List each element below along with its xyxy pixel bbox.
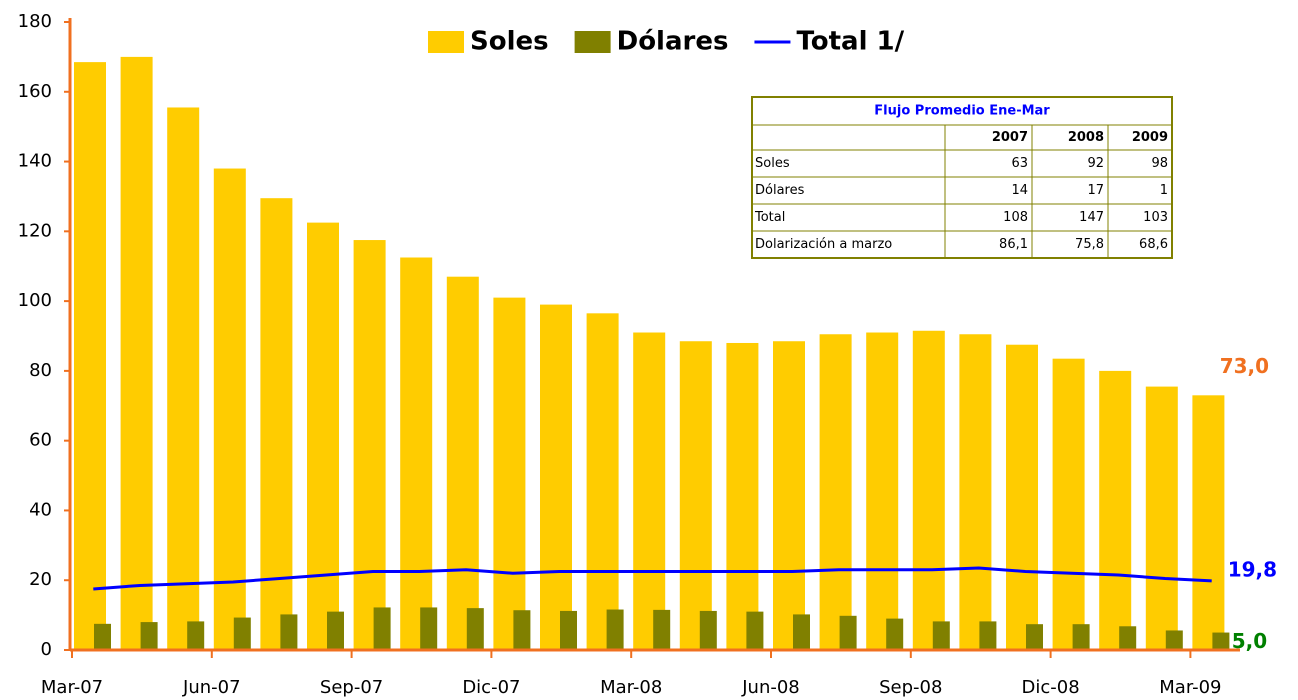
table-cell: 14 [1011, 183, 1028, 198]
bar [912, 330, 945, 650]
table-cell: 92 [1087, 156, 1104, 171]
y-tick-label: 0 [41, 639, 52, 660]
table-row-label: Dólares [755, 183, 805, 198]
table-cell: 103 [1143, 210, 1168, 225]
table-cell: 86,1 [999, 237, 1028, 252]
bar [307, 222, 339, 650]
bar [1072, 624, 1090, 650]
table-header: 2007 [992, 130, 1028, 145]
bar [653, 609, 671, 650]
bar [886, 618, 904, 650]
table-row-label: Soles [755, 156, 790, 171]
bar [726, 342, 759, 650]
data-label: 5,0 [1232, 629, 1267, 653]
bar [959, 334, 992, 650]
bar [1212, 632, 1230, 650]
bar [493, 297, 526, 650]
table-cell: 108 [1003, 210, 1028, 225]
bar [746, 611, 764, 650]
legend-swatch [428, 31, 464, 53]
table-row-label: Total [754, 210, 785, 225]
bar [1099, 370, 1132, 650]
y-tick-label: 180 [18, 11, 52, 32]
table-cell: 98 [1151, 156, 1168, 171]
bar [233, 617, 251, 650]
x-tick-label: Jun-07 [182, 677, 241, 698]
y-tick-label: 20 [29, 569, 52, 590]
legend-label: Soles [470, 27, 549, 57]
bar [1192, 395, 1225, 650]
y-tick-label: 80 [29, 360, 52, 381]
bar [1165, 630, 1183, 650]
bar [932, 621, 950, 650]
y-tick-label: 100 [18, 290, 52, 311]
bar [679, 341, 712, 650]
x-tick-label: Dic-07 [462, 677, 520, 698]
bar [94, 623, 111, 650]
data-label: 73,0 [1220, 354, 1269, 378]
bar [280, 614, 298, 650]
table-cell: 75,8 [1075, 237, 1104, 252]
y-tick-label: 40 [29, 499, 52, 520]
legend-swatch [574, 31, 611, 53]
bar [1145, 386, 1178, 650]
x-tick-label: Mar-08 [600, 677, 662, 698]
legend-label: Total 1/ [796, 27, 904, 57]
table-cell: 63 [1011, 156, 1028, 171]
bar [327, 611, 344, 650]
table-cell: 1 [1160, 183, 1168, 198]
bar [793, 614, 810, 650]
x-tick-label: Dic-08 [1022, 677, 1080, 698]
bar [1026, 624, 1043, 650]
table-row-label: Dolarización a marzo [755, 237, 892, 252]
bar [120, 56, 153, 650]
bar [979, 621, 997, 650]
x-tick-label: Sep-07 [320, 677, 383, 698]
bar [213, 168, 246, 651]
bar [819, 334, 852, 650]
bar [466, 608, 484, 650]
bar [140, 622, 158, 650]
bar [187, 621, 205, 650]
bar [586, 313, 619, 650]
data-label: 19,8 [1228, 557, 1277, 581]
bar [353, 240, 386, 651]
x-tick-label: Sep-08 [879, 677, 942, 698]
bar [400, 257, 433, 650]
bar [839, 615, 857, 650]
bar [540, 304, 572, 650]
y-tick-label: 160 [18, 81, 52, 102]
y-tick-label: 140 [18, 151, 52, 172]
bar [373, 607, 391, 650]
bar [1006, 344, 1038, 650]
table-cell: 147 [1079, 210, 1104, 225]
bar [420, 607, 438, 650]
bar [260, 198, 293, 650]
y-tick-label: 120 [18, 220, 52, 241]
bar [773, 341, 805, 650]
x-tick-label: Mar-09 [1159, 677, 1221, 698]
bar [167, 107, 200, 650]
bar [446, 276, 479, 650]
x-tick-label: Mar-07 [41, 677, 103, 698]
table-cell: 68,6 [1139, 237, 1168, 252]
bar [1119, 626, 1137, 650]
bar [74, 62, 106, 651]
table-title: Flujo Promedio Ene-Mar [874, 104, 1050, 119]
bar [699, 610, 717, 650]
bar [606, 609, 624, 650]
bar [633, 332, 666, 650]
line [93, 566, 1212, 591]
bar [1052, 358, 1085, 650]
table-header: 2009 [1132, 130, 1168, 145]
y-tick-label: 60 [29, 430, 52, 451]
x-tick-label: Jun-08 [741, 677, 800, 698]
table-cell: 17 [1087, 183, 1104, 198]
bar [866, 332, 899, 650]
legend-label: Dólares [617, 27, 729, 57]
table-header: 2008 [1068, 130, 1104, 145]
bar [513, 610, 531, 650]
bar [560, 610, 577, 650]
